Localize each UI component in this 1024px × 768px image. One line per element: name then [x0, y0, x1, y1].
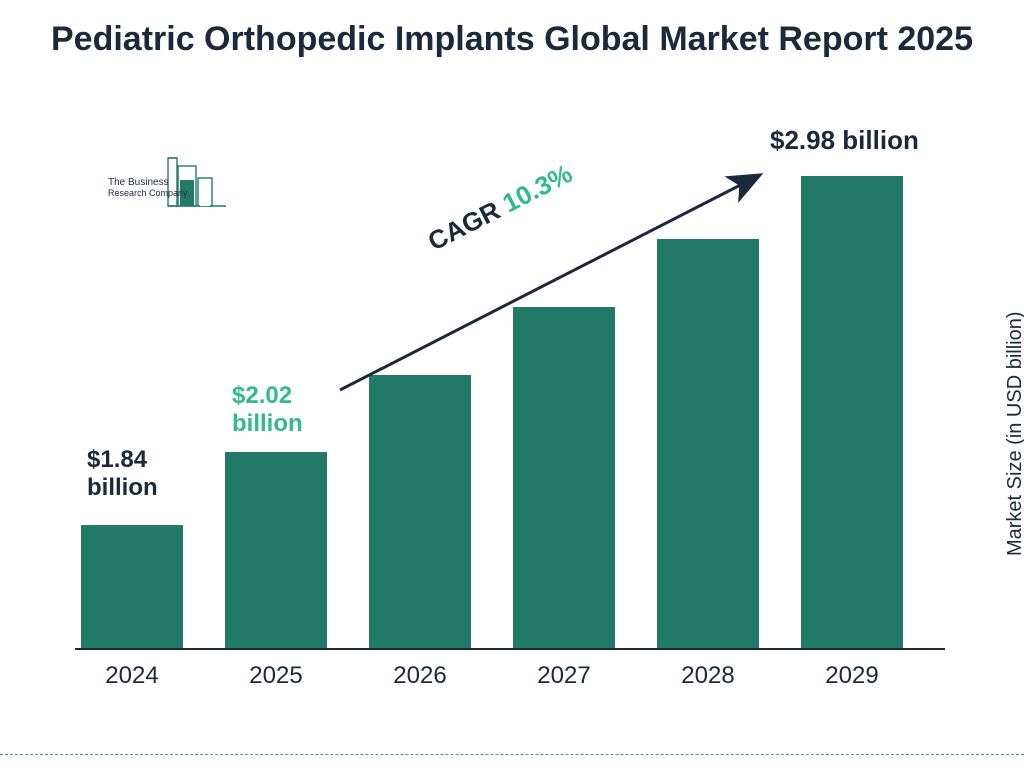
value-label: $2.98 billion	[770, 126, 970, 156]
x-tick-label: 2026	[349, 662, 491, 690]
x-tick-label: 2027	[493, 662, 635, 690]
chart-canvas: Pediatric Orthopedic Implants Global Mar…	[0, 0, 1024, 768]
bar	[369, 375, 471, 648]
chart-title: Pediatric Orthopedic Implants Global Mar…	[0, 18, 1024, 61]
bar	[657, 239, 759, 648]
bar	[81, 525, 183, 648]
bar	[513, 307, 615, 648]
value-label: $1.84billion	[87, 446, 207, 501]
x-tick-label: 2025	[205, 662, 347, 690]
bars-container	[75, 150, 945, 648]
bottom-dashed-line	[0, 754, 1024, 755]
x-axis-line	[75, 648, 945, 650]
value-label: $2.02billion	[232, 382, 352, 437]
bar-chart: 202420252026202720282029	[75, 150, 945, 690]
bar	[801, 176, 903, 648]
x-tick-label: 2028	[637, 662, 779, 690]
bar	[225, 452, 327, 648]
x-tick-label: 2029	[781, 662, 923, 690]
y-axis-label: Market Size (in USD billion)	[1005, 312, 1024, 557]
x-tick-label: 2024	[61, 662, 203, 690]
